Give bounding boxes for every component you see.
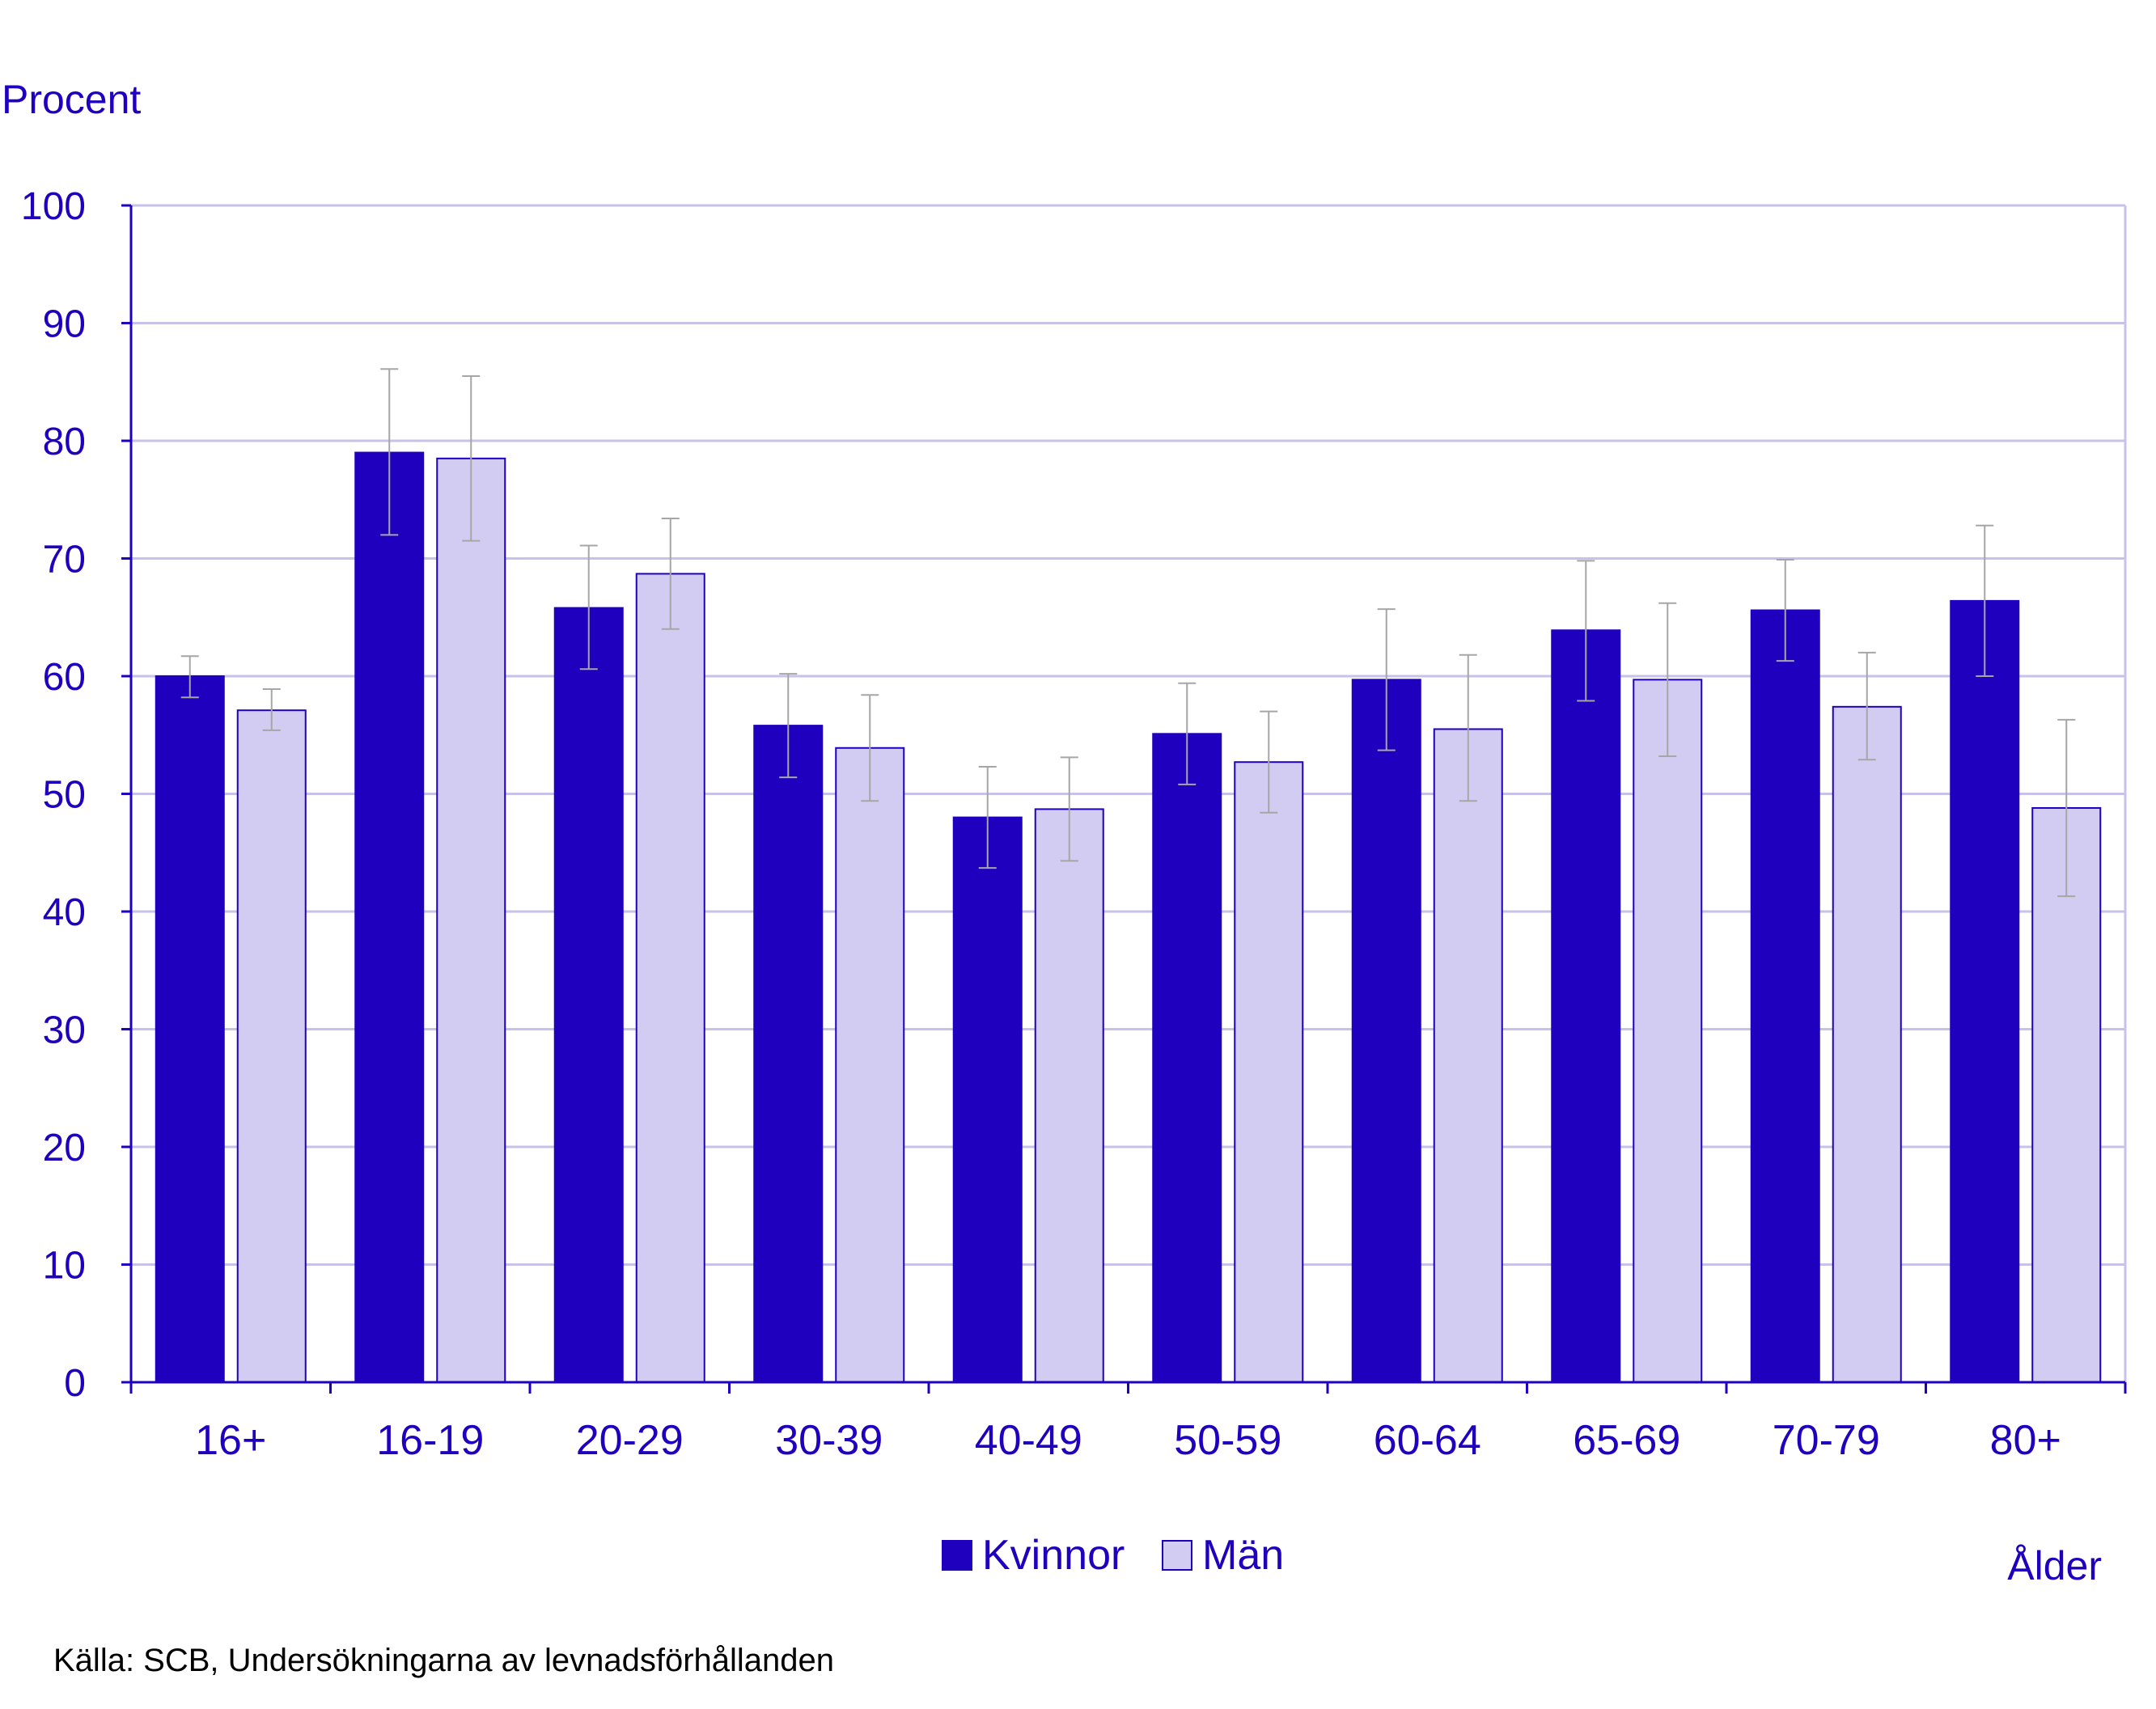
- x-tick-label-60-64: 60-64: [1374, 1417, 1481, 1464]
- error-bar-man-65-69: [1658, 602, 1677, 757]
- error-bar-kvinnor-50-59: [1178, 682, 1197, 785]
- error-bar-man-20-29: [661, 518, 680, 630]
- error-bar-man-60-64: [1459, 654, 1477, 802]
- bar-man-80+: [2031, 806, 2102, 1383]
- x-tick-label-20-29: 20-29: [576, 1417, 684, 1464]
- bar-kvinnor-70-79: [1750, 609, 1820, 1383]
- x-axis-label: Ålder: [2007, 1543, 2102, 1588]
- y-tick-label-50: 50: [43, 774, 86, 817]
- y-tick-label-70: 70: [43, 539, 86, 582]
- error-bar-kvinnor-70-79: [1776, 558, 1794, 662]
- source-note: Källa: SCB, Undersökningarna av levnadsf…: [53, 1643, 834, 1678]
- y-tick-label-40: 40: [43, 891, 86, 934]
- legend-label-kvinnor: Kvinnor: [982, 1532, 1125, 1579]
- error-bars: [180, 368, 2076, 898]
- bars: [155, 451, 2102, 1384]
- legend: Kvinnor Män: [942, 1532, 1284, 1579]
- bar-kvinnor-65-69: [1551, 629, 1621, 1383]
- bar-man-65-69: [1633, 679, 1703, 1383]
- y-tick-label-100: 100: [21, 185, 86, 228]
- error-bar-man-80+: [2057, 718, 2076, 898]
- axes: [121, 204, 2127, 1394]
- bar-kvinnor-40-49: [952, 816, 1023, 1383]
- x-tick-label-50-59: 50-59: [1174, 1417, 1281, 1464]
- error-bar-kvinnor-20-29: [579, 544, 598, 670]
- y-tick-label-10: 10: [43, 1245, 86, 1288]
- error-bar-man-50-59: [1260, 710, 1278, 814]
- error-bar-man-40-49: [1060, 756, 1078, 862]
- y-axis-label: Procent: [2, 77, 141, 122]
- bar-man-16+: [236, 709, 307, 1383]
- y-tick-label-80: 80: [43, 421, 86, 463]
- y-tick-label-60: 60: [43, 656, 86, 699]
- bar-man-16-19: [436, 457, 506, 1384]
- y-tick-label-90: 90: [43, 303, 86, 346]
- error-bar-kvinnor-65-69: [1577, 560, 1595, 702]
- error-bar-man-70-79: [1857, 651, 1876, 761]
- bar-kvinnor-80+: [1950, 599, 2020, 1383]
- error-bar-kvinnor-60-64: [1377, 608, 1396, 751]
- x-tick-label-80+: 80+: [1990, 1417, 2061, 1464]
- bar-kvinnor-16+: [155, 675, 225, 1383]
- bar-kvinnor-16-19: [354, 451, 425, 1383]
- bar-man-40-49: [1034, 808, 1104, 1383]
- x-tick-label-70-79: 70-79: [1773, 1417, 1880, 1464]
- y-tick-labels: 0 10 20 30 40 50 60 70 80 90 100: [21, 185, 86, 1405]
- x-tick-label-16+: 16+: [195, 1417, 266, 1464]
- bar-man-50-59: [1234, 761, 1304, 1383]
- x-tick-label-65-69: 65-69: [1573, 1417, 1680, 1464]
- y-tick-label-30: 30: [43, 1009, 86, 1052]
- y-tick-label-20: 20: [43, 1127, 86, 1170]
- error-bar-man-16+: [262, 688, 281, 731]
- x-tick-label-30-39: 30-39: [775, 1417, 883, 1464]
- bar-kvinnor-20-29: [553, 607, 624, 1383]
- bar-kvinnor-30-39: [753, 725, 824, 1383]
- error-bar-kvinnor-16+: [180, 655, 199, 699]
- x-tick-label-16-19: 16-19: [376, 1417, 484, 1464]
- bar-kvinnor-60-64: [1351, 679, 1421, 1383]
- y-tick-label-0: 0: [64, 1362, 86, 1405]
- legend-swatch-kvinnor: [942, 1540, 972, 1571]
- bar-man-30-39: [835, 747, 905, 1383]
- error-bar-kvinnor-16-19: [380, 368, 399, 536]
- bar-man-70-79: [1832, 705, 1902, 1383]
- error-bar-man-16-19: [462, 374, 481, 542]
- bar-man-60-64: [1433, 728, 1503, 1383]
- x-tick-label-40-49: 40-49: [975, 1417, 1082, 1464]
- error-bar-kvinnor-30-39: [779, 673, 798, 779]
- legend-label-man: Män: [1202, 1532, 1284, 1579]
- legend-swatch-man: [1162, 1540, 1192, 1571]
- bar-man-20-29: [635, 573, 705, 1383]
- bar-kvinnor-50-59: [1152, 733, 1222, 1383]
- x-tick-labels: 16+ 16-19 20-29 30-39 40-49 50-59 60-64 65-69 70…: [195, 1417, 2061, 1464]
- error-bar-kvinnor-40-49: [978, 766, 997, 869]
- error-bar-man-30-39: [861, 694, 879, 802]
- error-bar-kvinnor-80+: [1976, 524, 1994, 677]
